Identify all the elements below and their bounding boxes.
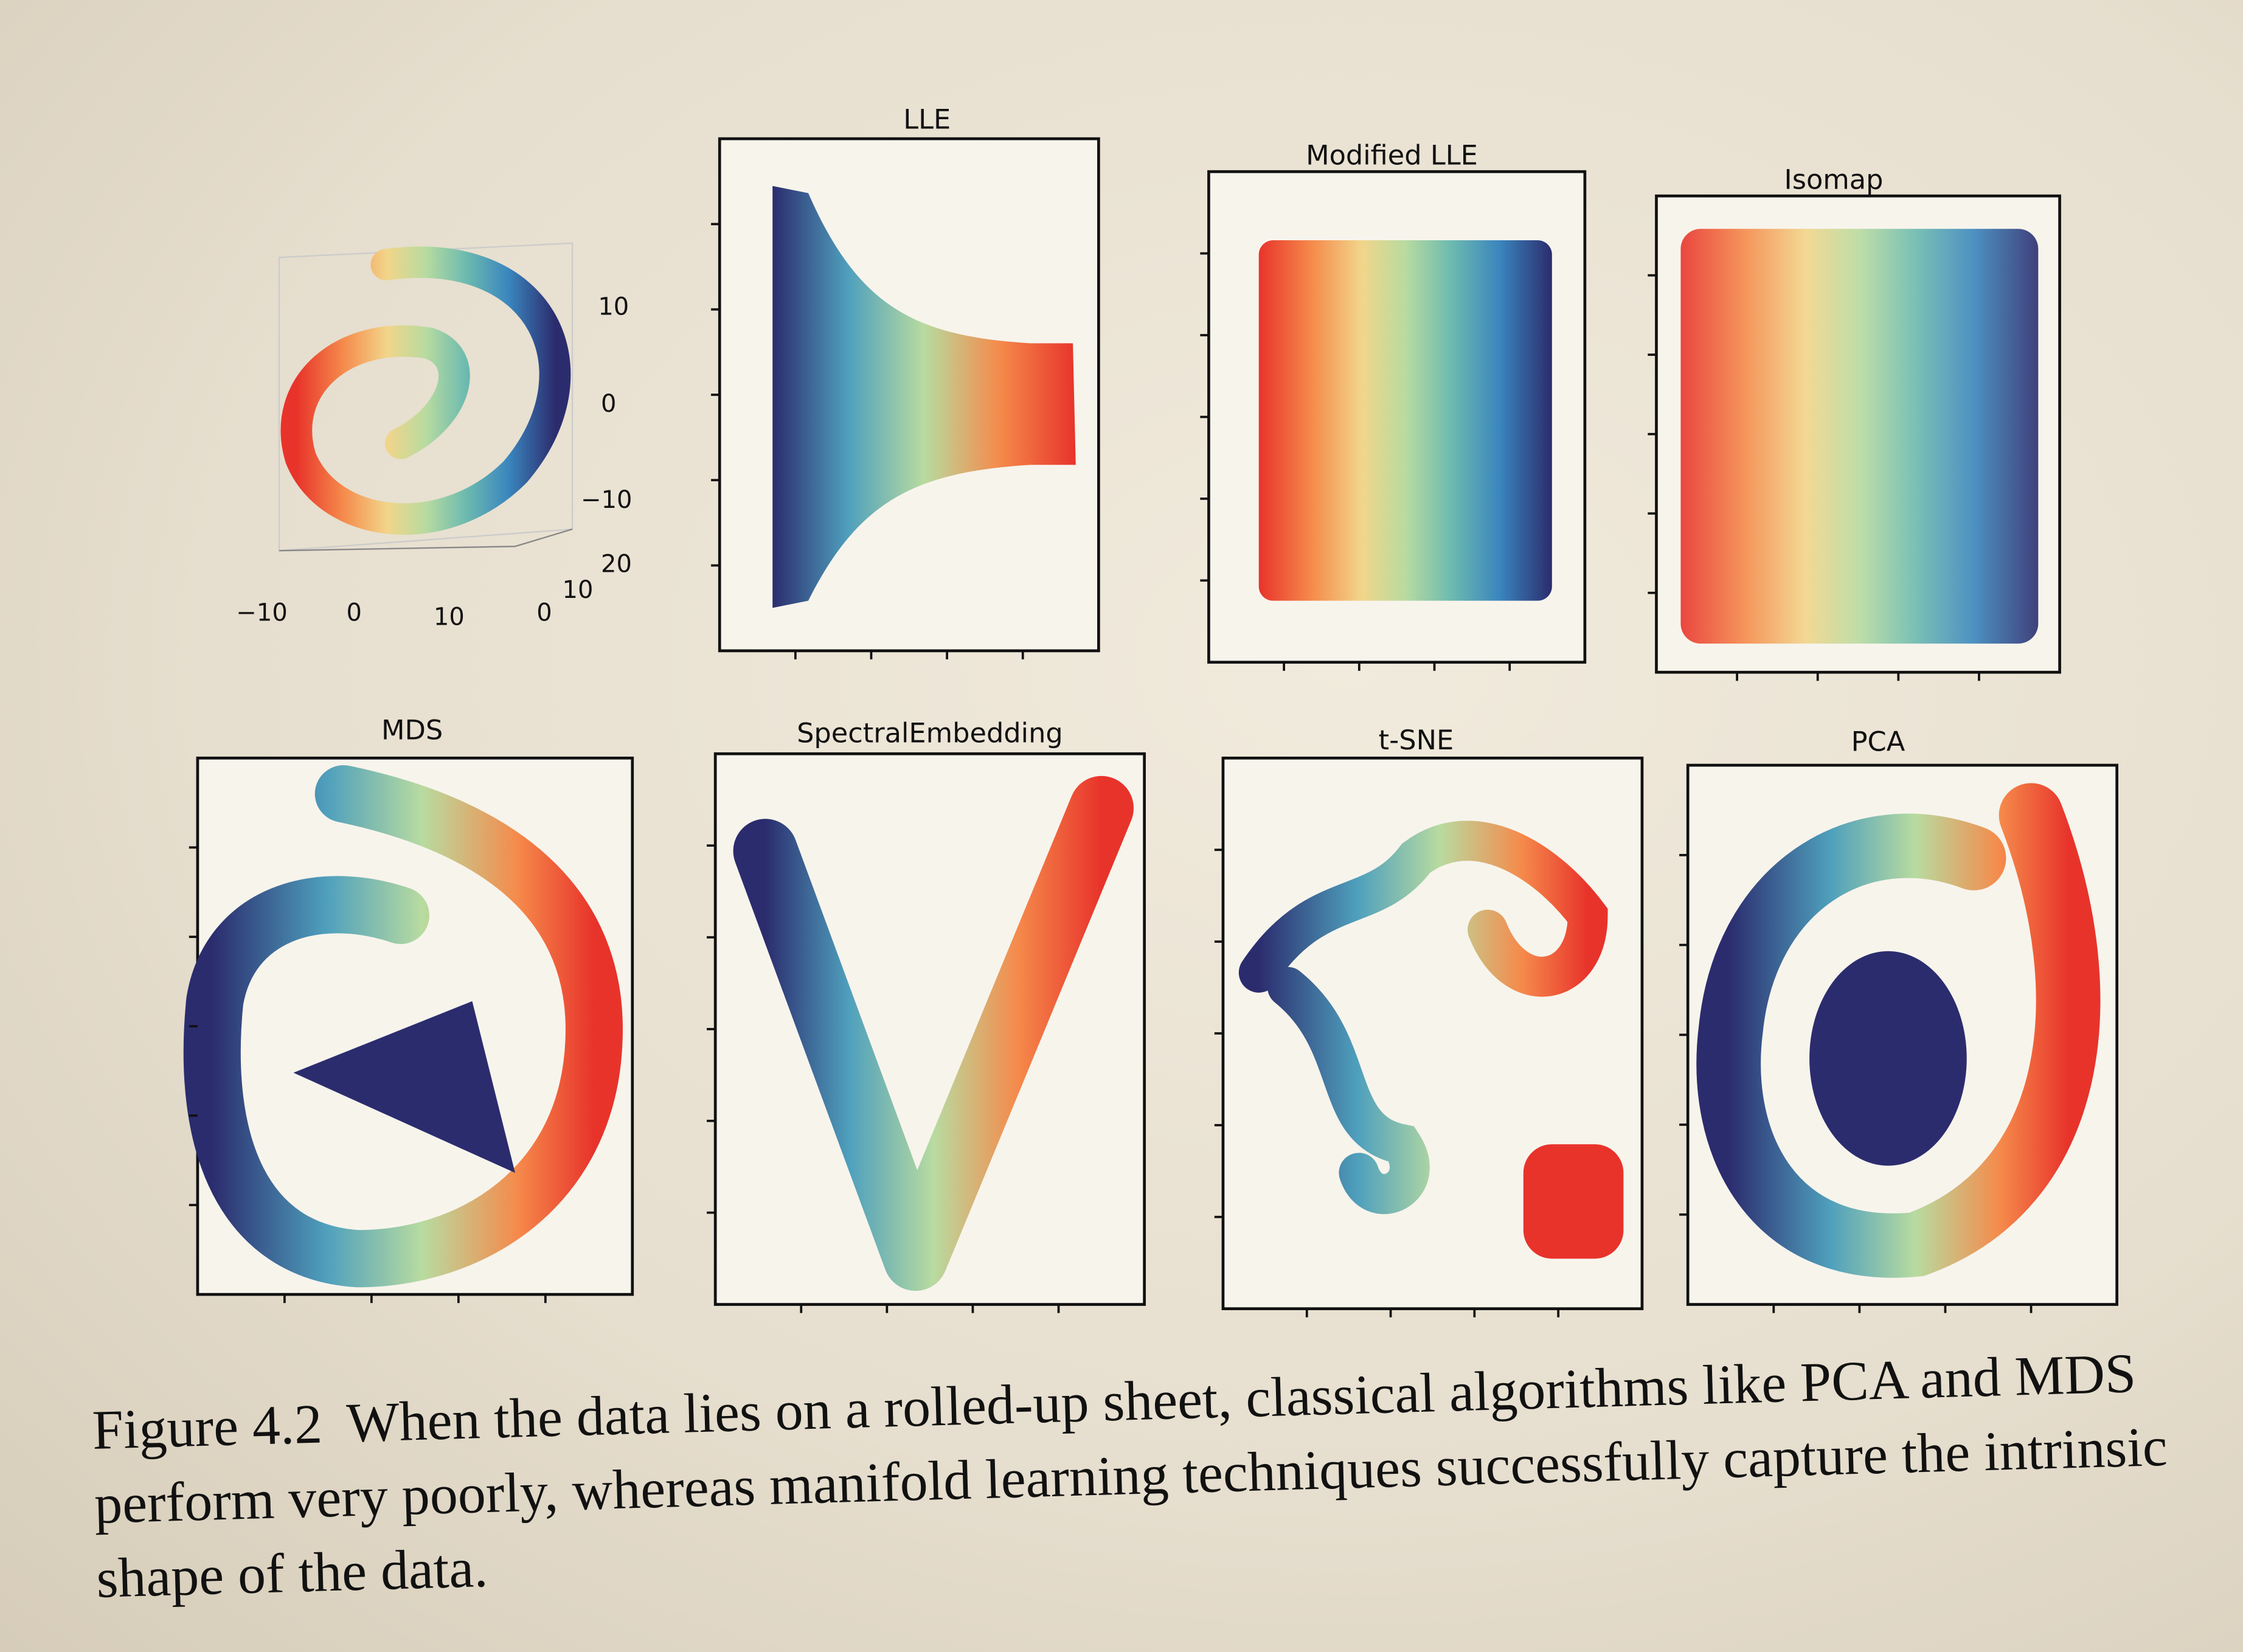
z-tick-label: 0 [601,390,616,418]
panel-title: Isomap [1784,164,1884,195]
depth-tick-label: 0 [536,599,552,627]
x-tick-label: 10 [434,603,465,631]
panel-lle: LLE [711,104,1100,660]
point-cloud [1680,229,2039,644]
z-tick-label: −10 [581,486,632,514]
panel-title: SpectralEmbedding [797,717,1063,749]
panel-spectral: SpectralEmbedding [707,717,1146,1313]
panel-title: Modified LLE [1306,139,1478,171]
panel-pca: PCA [1679,726,2119,1313]
x-tick-label: 0 [346,599,361,627]
point-cloud [1258,240,1552,601]
point-cloud [1523,1144,1624,1259]
caption-label: Figure 4.2 [91,1392,324,1461]
z-tick-label: 10 [598,293,629,321]
panel-mds: MDS [183,715,634,1303]
depth-tick-label: 10 [563,576,594,604]
panel-title: PCA [1851,726,1905,758]
point-cloud [293,1001,515,1173]
roll-shape [280,246,571,535]
surface-3d: 10 0 −10 20 10 0 −10 0 10 [236,242,632,631]
panel-title: LLE [903,104,951,136]
point-cloud [733,776,1134,1291]
panel-isomap: Isomap [1648,164,2061,681]
panel-title: MDS [381,715,443,746]
panel-tsne: t-SNE [1214,724,1644,1317]
x-tick-label: −10 [236,599,287,627]
point-cloud [1696,783,2101,1278]
panel-title: t-SNE [1379,724,1454,756]
point-cloud [1238,821,1608,1214]
depth-tick-label: 20 [601,550,632,578]
point-cloud [772,186,1076,608]
point-cloud [183,765,623,1288]
point-cloud [1809,951,1967,1166]
panel-modified-lle: Modified LLE [1200,139,1587,671]
